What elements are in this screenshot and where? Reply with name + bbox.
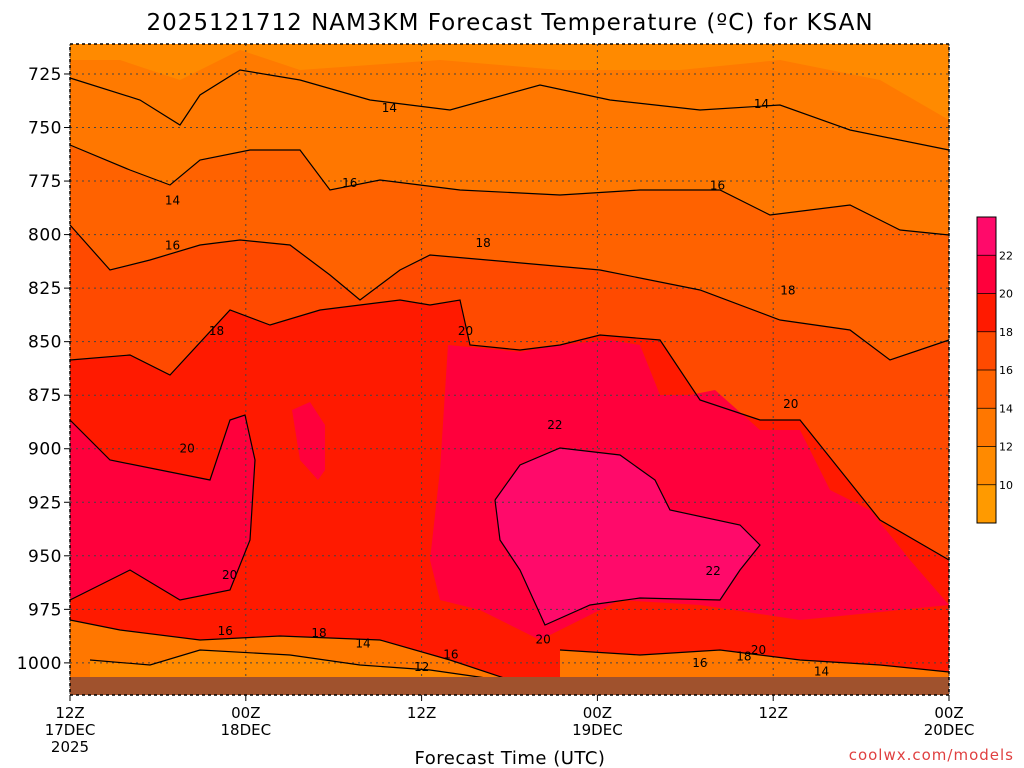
band-near-surface-right xyxy=(560,650,949,680)
x-tick-label: 00Z xyxy=(934,704,963,722)
y-tick-label: 850 xyxy=(28,333,62,353)
band-above-20-blob xyxy=(292,402,325,480)
contour-label: 22 xyxy=(547,418,562,432)
band-surface-warm xyxy=(90,650,500,680)
y-tick-label: 750 xyxy=(28,119,62,139)
gridlines xyxy=(69,44,950,695)
contour-label: 16 xyxy=(218,624,233,638)
band-12-14 xyxy=(70,44,949,120)
contour-label: 14 xyxy=(382,101,397,115)
temperature-bands xyxy=(70,44,949,695)
contour-label: 18 xyxy=(475,236,490,250)
colorbar-tick-label: 18 xyxy=(999,326,1013,339)
contour-label: 20 xyxy=(222,568,237,582)
colorbar-swatch xyxy=(977,370,996,409)
contour-20-left-line xyxy=(69,414,256,601)
colorbar-tick-label: 20 xyxy=(999,288,1013,301)
x-tick-label: 00Z xyxy=(583,704,612,722)
contour-label: 22 xyxy=(705,564,720,578)
y-tick-label: 900 xyxy=(28,440,62,460)
contour-label: 18 xyxy=(780,283,795,297)
contour-16-line xyxy=(69,144,950,236)
x-tick-label: 12Z xyxy=(55,704,84,722)
contour-14-line xyxy=(69,69,950,151)
contour-label: 20 xyxy=(536,632,551,646)
x-tick-label: 00Z xyxy=(231,704,260,722)
contour-label: 14 xyxy=(165,193,180,207)
contour-label: 12 xyxy=(414,660,429,674)
x-tick-label: 20DEC xyxy=(924,721,975,739)
plot-frame xyxy=(69,43,950,696)
y-tick-label: 725 xyxy=(28,65,62,85)
credit-text: coolwx.com/models xyxy=(849,746,1014,764)
band-above-22 xyxy=(495,448,760,625)
contour-lines xyxy=(69,69,950,681)
y-axis-ticks: 725 750 775 800 825 850 875 900 925 950 975 1000 xyxy=(17,65,70,674)
contour-surface-line-a xyxy=(69,619,511,681)
contour-22-line xyxy=(494,447,761,626)
contour-label: 16 xyxy=(342,176,357,190)
x-tick-label: 12Z xyxy=(407,704,436,722)
contour-label: 18 xyxy=(209,324,224,338)
y-tick-label: 875 xyxy=(28,386,62,406)
colorbar-swatch xyxy=(977,484,996,523)
colorbar-swatch xyxy=(977,217,996,256)
contour-surface-line-c xyxy=(89,649,501,681)
contour-label: 20 xyxy=(458,324,473,338)
colorbar-tick-label: 16 xyxy=(999,364,1013,377)
contour-label: 20 xyxy=(751,643,766,657)
y-tick-label: 825 xyxy=(28,279,62,299)
contour-label: 16 xyxy=(692,656,707,670)
colorbar-tick-label: 22 xyxy=(999,249,1013,262)
x-axis-label: Forecast Time (UTC) xyxy=(415,748,606,768)
contour-label: 20 xyxy=(783,397,798,411)
contour-label: 18 xyxy=(311,626,326,640)
y-tick-label: 775 xyxy=(28,172,62,192)
colorbar-tick-label: 14 xyxy=(999,402,1013,415)
contour-18-line xyxy=(69,224,950,361)
y-tick-label: 925 xyxy=(28,493,62,513)
contour-label: 16 xyxy=(710,178,725,192)
colorbar-tick-label: 10 xyxy=(999,479,1013,492)
contour-label: 18 xyxy=(736,649,751,663)
x-tick-label: 17DEC xyxy=(45,721,96,739)
y-tick-label: 800 xyxy=(28,226,62,246)
y-tick-label: 950 xyxy=(28,547,62,567)
x-tick-label: 2025 xyxy=(51,738,89,756)
ground-surface xyxy=(70,677,949,695)
colorbar-swatch xyxy=(977,293,996,332)
colorbar-swatch xyxy=(977,408,996,447)
x-tick-label: 18DEC xyxy=(221,721,272,739)
contour-label: 20 xyxy=(180,442,195,456)
colorbar-swatch xyxy=(977,446,996,485)
contour-surface-line-b xyxy=(559,649,950,673)
colorbar: 10 12 14 16 18 20 22 xyxy=(976,216,1013,524)
colorbar-swatch xyxy=(977,331,996,370)
y-tick-label: 1000 xyxy=(17,654,62,674)
x-tick-label: 19DEC xyxy=(572,721,623,739)
x-tick-label: 12Z xyxy=(759,704,788,722)
chart-title: 2025121712 NAM3KM Forecast Temperature (… xyxy=(146,10,873,36)
contour-label: 14 xyxy=(355,637,370,651)
contour-label: 16 xyxy=(165,238,180,252)
contour-label: 14 xyxy=(814,664,829,678)
contour-20-line xyxy=(69,299,950,561)
colorbar-swatch xyxy=(977,255,996,294)
contour-label: 16 xyxy=(443,647,458,661)
colorbar-tick-label: 12 xyxy=(999,441,1013,454)
contour-label: 14 xyxy=(754,97,769,111)
y-tick-label: 975 xyxy=(28,600,62,620)
